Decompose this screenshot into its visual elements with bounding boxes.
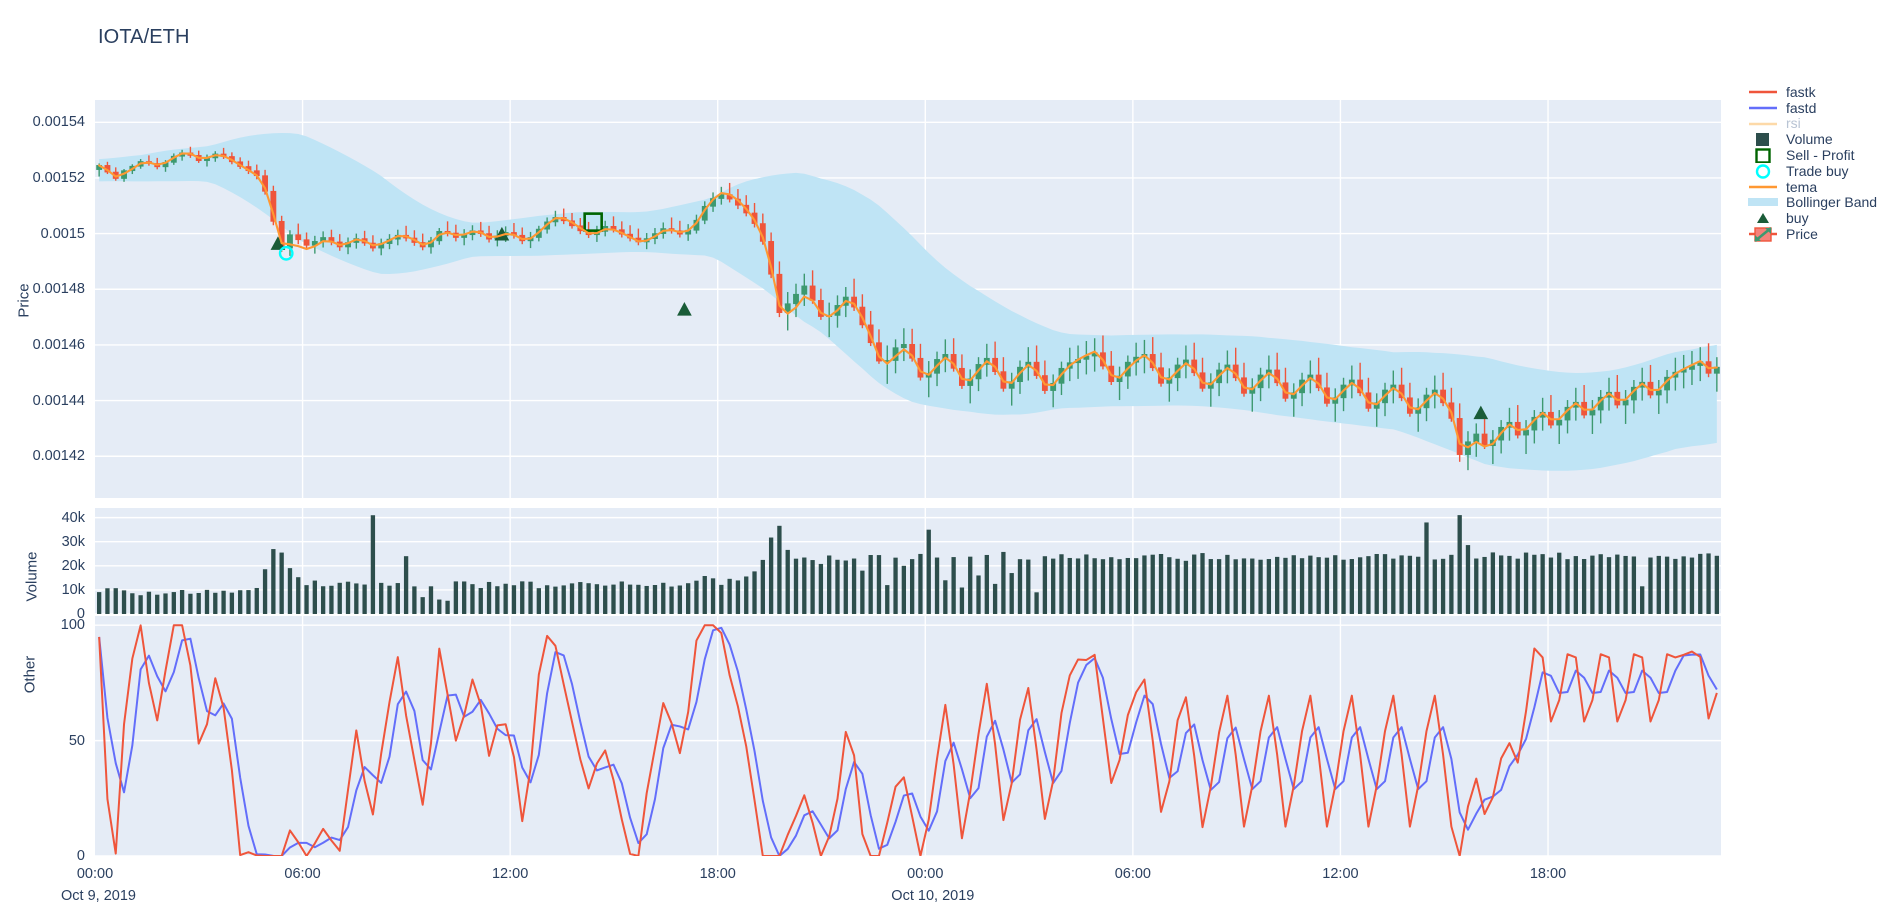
legend-item-sell-profit[interactable]: Sell - Profit: [1748, 147, 1888, 164]
legend-item-label: tema: [1786, 178, 1818, 195]
chart-legend[interactable]: fastk fastd rsi Volume Sell - Profit Trade bu…: [1748, 84, 1888, 243]
band-swatch: [1748, 194, 1778, 210]
triangle-up-swatch: [1748, 210, 1778, 226]
other-y-tick: 50: [68, 732, 85, 749]
volume-y-tick: 0: [76, 606, 85, 622]
x-axis-date-label: Oct 9, 2019: [61, 888, 136, 904]
price-y-tick: 0.00154: [32, 114, 85, 131]
x-axis-tick: 06:00: [284, 866, 321, 882]
open-circle-swatch: [1748, 163, 1778, 179]
price-y-tick: 0.00152: [32, 169, 85, 186]
x-axis-tick: 06:00: [1114, 866, 1152, 882]
candlestick-swatch: [1748, 226, 1778, 243]
volume-axis-title: Volume: [23, 551, 41, 602]
volume-y-tick: 10k: [61, 581, 85, 598]
legend-item-bollinger-band[interactable]: Bollinger Band: [1748, 195, 1888, 211]
volume-subplot: [95, 508, 1721, 614]
price-subplot: [95, 100, 1721, 498]
price-y-tick: 0.0015: [40, 225, 85, 242]
legend-item-label: buy: [1786, 210, 1809, 227]
volume-y-tick: 40k: [61, 509, 85, 526]
legend-item-label: Volume: [1786, 131, 1833, 148]
legend-item-rsi[interactable]: rsi: [1748, 116, 1888, 132]
legend-item-label: Bollinger Band: [1786, 194, 1878, 211]
legend-item-fastd[interactable]: fastd: [1748, 100, 1888, 116]
legend-item-trade-buy[interactable]: Trade buy: [1748, 163, 1888, 179]
price-y-tick: 0.00142: [32, 448, 85, 465]
page-title: IOTA/ETH: [98, 26, 190, 48]
x-axis-tick: 00:00: [907, 866, 944, 882]
other-y-tick: 0: [76, 848, 85, 864]
x-axis-tick: 18:00: [699, 866, 736, 882]
legend-item-label: rsi: [1786, 115, 1801, 132]
price-axis-title: Price: [15, 283, 33, 318]
other-y-tick: 100: [60, 617, 85, 634]
legend-item-tema[interactable]: tema: [1748, 179, 1888, 195]
price-y-tick: 0.00146: [32, 336, 85, 353]
other-subplot: [95, 616, 1721, 856]
x-axis-tick: 12:00: [491, 866, 529, 882]
line-swatch: [1748, 179, 1778, 195]
legend-item-price[interactable]: Price: [1748, 226, 1888, 243]
other-axis-title: Other: [21, 655, 39, 694]
legend-item-label: fastd: [1786, 99, 1817, 116]
x-axis-tick: 00:00: [76, 866, 114, 882]
legend-item-label: Sell - Profit: [1786, 147, 1855, 164]
filled-square-swatch: [1748, 131, 1778, 147]
price-y-tick: 0.00148: [32, 281, 85, 298]
legend-item-label: Trade buy: [1786, 162, 1849, 179]
legend-item-label: Price: [1786, 226, 1818, 243]
x-axis-tick: 18:00: [1529, 866, 1567, 882]
line-swatch: [1748, 100, 1778, 116]
line-swatch: [1748, 84, 1778, 100]
legend-item-volume[interactable]: Volume: [1748, 131, 1888, 147]
line-swatch: [1748, 116, 1778, 132]
volume-y-tick: 20k: [61, 557, 85, 574]
x-axis-date-label: Oct 10, 2019: [891, 888, 975, 904]
x-axis-tick: 12:00: [1322, 866, 1359, 882]
legend-item-label: fastk: [1786, 83, 1816, 100]
legend-item-fastk[interactable]: fastk: [1748, 84, 1888, 100]
volume-y-tick: 30k: [61, 533, 85, 550]
price-y-tick: 0.00144: [32, 392, 85, 409]
legend-item-buy[interactable]: buy: [1748, 210, 1888, 226]
open-square-swatch: [1748, 147, 1778, 164]
